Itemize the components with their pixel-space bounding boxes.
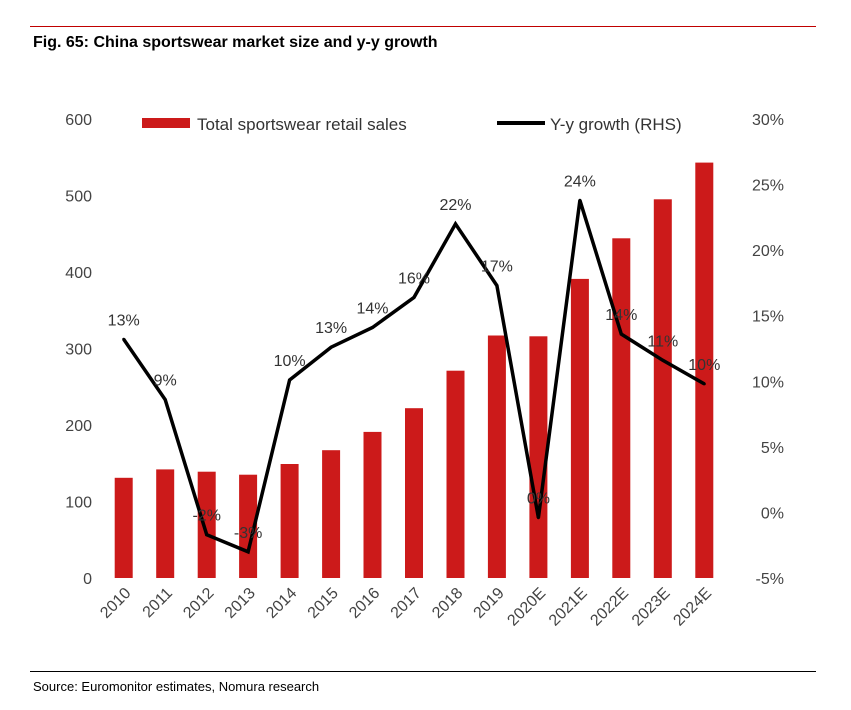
top-rule — [30, 26, 816, 27]
growth-point-2011 — [163, 398, 167, 402]
left-tick-label: 600 — [65, 112, 92, 129]
growth-point-2020E — [536, 516, 540, 520]
growth-label-2013: -3% — [234, 525, 262, 542]
left-tick-label: 500 — [65, 189, 92, 206]
source-note: Source: Euromonitor estimates, Nomura re… — [33, 679, 320, 694]
data-labels: 13% 9% -2% -3% 10% 13% 14% 16% 22% 17% 0% 24% 14% 11%… — [108, 173, 721, 542]
growth-label-2022E: 14% — [605, 307, 637, 324]
bar-series — [114, 162, 714, 579]
growth-label-2023E: 11% — [647, 333, 678, 350]
left-tick-label: 300 — [65, 342, 92, 359]
bar-2014 — [280, 464, 299, 578]
growth-point-2012 — [205, 533, 209, 537]
growth-label-2021E: 24% — [564, 173, 596, 190]
x-tick-label: 2017 — [388, 585, 425, 622]
growth-label-2014: 10% — [274, 353, 306, 370]
right-tick-label: -5% — [756, 571, 784, 588]
x-tick-label: 2023E — [629, 585, 674, 630]
growth-point-2014 — [288, 378, 292, 382]
right-tick-label: 10% — [752, 374, 784, 391]
growth-label-2015: 13% — [315, 320, 347, 337]
legend-bar-label: Total sportswear retail sales — [197, 115, 407, 134]
x-tick-label: 2010 — [97, 585, 134, 622]
legend-bar-swatch — [142, 118, 190, 128]
growth-label-2020E: 0% — [527, 491, 550, 508]
legend-line-label: Y-y growth (RHS) — [550, 115, 682, 134]
growth-point-2016 — [371, 326, 374, 329]
x-tick-label: 2013 — [222, 585, 259, 622]
x-tick-label: 2014 — [263, 585, 300, 622]
bar-2017 — [405, 408, 423, 578]
growth-label-2016: 14% — [356, 301, 388, 318]
line-series — [122, 198, 706, 555]
x-tick-label: 2016 — [346, 585, 383, 622]
right-tick-label: 30% — [752, 112, 784, 129]
right-tick-label: 20% — [752, 243, 784, 260]
x-tick-label: 2012 — [180, 585, 217, 622]
right-axis: -5% 0% 5% 10% 15% 20% 25% 30% — [752, 112, 784, 588]
growth-label-2018: 22% — [439, 197, 471, 214]
legend: Total sportswear retail sales Y-y growth… — [142, 115, 682, 134]
x-tick-label: 2011 — [140, 585, 176, 621]
growth-point-2018 — [454, 222, 457, 226]
x-tick-label: 2022E — [587, 585, 632, 630]
right-tick-label: 25% — [752, 178, 784, 195]
x-axis: 2010 2011 2012 2013 2014 2015 2016 2017 2018 2019… — [97, 585, 715, 630]
growth-label-2017: 16% — [398, 270, 430, 287]
growth-label-2010: 13% — [108, 312, 140, 329]
growth-label-2024E: 10% — [688, 357, 720, 374]
x-tick-label: 2020E — [504, 585, 549, 630]
growth-point-2015 — [329, 345, 333, 349]
bar-2015 — [322, 450, 341, 578]
growth-label-2012: -2% — [192, 508, 220, 525]
left-tick-label: 200 — [65, 418, 92, 435]
growth-point-2019 — [495, 284, 499, 288]
growth-point-2021E — [578, 198, 582, 202]
figure-title: Fig. 65: China sportswear market size an… — [33, 34, 438, 51]
x-tick-label: 2015 — [305, 585, 342, 622]
bar-2011 — [156, 469, 175, 578]
left-tick-label: 400 — [65, 265, 92, 282]
growth-point-2022E — [619, 332, 623, 336]
growth-point-2023E — [661, 358, 665, 362]
growth-point-2010 — [122, 337, 126, 341]
bar-2010 — [114, 477, 133, 578]
bar-2012 — [197, 471, 216, 578]
x-tick-label: 2019 — [471, 585, 508, 622]
bar-2020E — [529, 336, 548, 578]
growth-point-2013 — [246, 550, 250, 554]
bar-2016 — [363, 431, 382, 578]
left-tick-label: 0 — [83, 571, 92, 588]
bar-2022E — [612, 238, 631, 579]
right-tick-label: 0% — [761, 505, 784, 522]
bar-2021E — [570, 278, 589, 578]
growth-point-2024E — [702, 382, 706, 386]
bar-2018 — [446, 370, 465, 578]
right-tick-label: 5% — [761, 440, 784, 457]
combo-chart: 0 100 200 300 400 500 600 -5% 0% 5% 10% 15% 20% 25% 3… — [65, 112, 784, 630]
bar-2013 — [239, 474, 258, 578]
x-tick-label: 2021E — [546, 585, 591, 630]
bar-2023E — [653, 199, 672, 579]
bar-2024E — [695, 162, 714, 578]
left-tick-label: 100 — [65, 495, 92, 512]
growth-label-2011: 9% — [154, 373, 177, 390]
bottom-rule — [30, 671, 816, 672]
growth-label-2019: 17% — [481, 259, 513, 276]
right-tick-label: 15% — [752, 309, 784, 326]
growth-point-2017 — [412, 295, 416, 299]
x-tick-label: 2024E — [670, 585, 715, 630]
x-tick-label: 2018 — [429, 585, 466, 622]
left-axis: 0 100 200 300 400 500 600 — [65, 112, 92, 588]
bar-2019 — [487, 335, 506, 578]
